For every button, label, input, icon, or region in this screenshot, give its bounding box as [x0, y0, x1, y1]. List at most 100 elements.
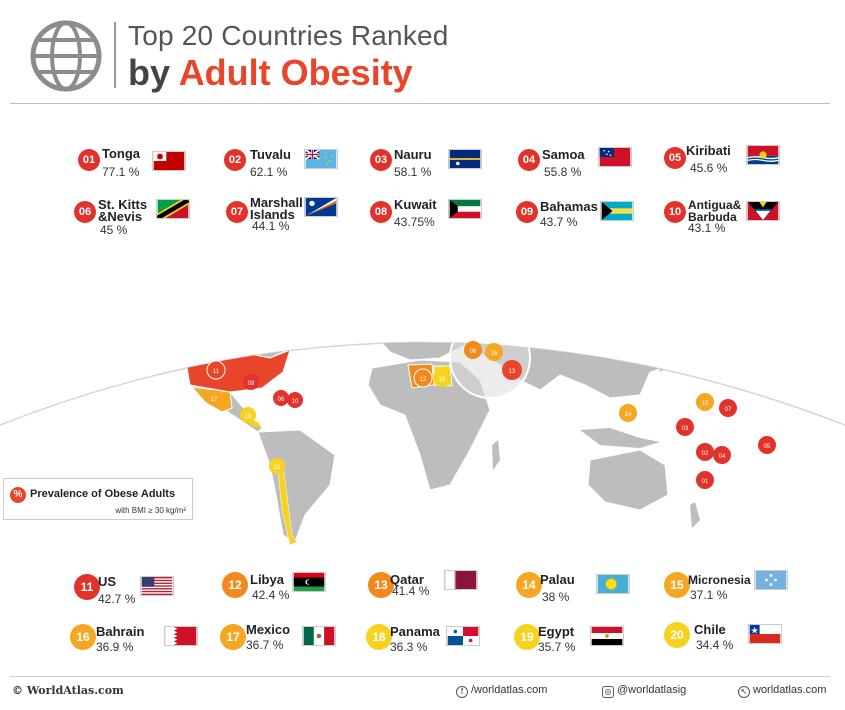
- st-kitts-nevis-flag-icon: [156, 199, 190, 219]
- rank-entry-bahamas: 09 Bahamas 43.7 %: [516, 195, 636, 235]
- rank-badge: 16: [70, 624, 96, 650]
- title-divider: [114, 22, 116, 88]
- pin-03: 03: [676, 418, 694, 436]
- rank-entry-kiribati: 05 Kiribati 45.6 %: [664, 141, 789, 181]
- pin-07: 07: [719, 399, 737, 417]
- rank-entry-qatar: 13 Qatar 41.4 %: [368, 568, 488, 608]
- chile-flag-icon: [748, 624, 782, 644]
- country-name-line1: Marshall: [250, 195, 303, 210]
- australia-shape: [587, 449, 669, 511]
- cursor-icon: ↖: [738, 686, 750, 698]
- legend-title: Prevalence of Obese Adults: [30, 488, 176, 500]
- world-map: 01 02 03 04 05 06 07 08 09 10 11 12 13 1…: [0, 295, 845, 546]
- country-name: Egypt: [538, 624, 575, 639]
- pin-16: 16: [485, 343, 503, 361]
- rank-entry-panama: 18 Panama 36.3 %: [366, 620, 491, 660]
- tuvalu-flag-icon: [304, 149, 338, 169]
- rank-badge: 17: [220, 624, 246, 650]
- country-name: Tuvalu: [250, 147, 291, 162]
- pin-14: 14: [619, 404, 637, 422]
- pin-01: 01: [696, 471, 714, 489]
- pin-19: 19: [433, 369, 451, 387]
- country-name: Chile: [694, 622, 726, 637]
- title-prefix: by: [128, 52, 171, 93]
- pin-09: 09: [243, 374, 259, 390]
- rank-badge: 18: [366, 624, 392, 650]
- country-name: Antigua& Barbuda: [688, 199, 741, 223]
- pin-label: 13: [509, 369, 516, 375]
- country-name: Qatar: [390, 572, 424, 587]
- country-name-line1: St. Kitts: [98, 197, 148, 212]
- south-america-shape: [257, 429, 336, 543]
- pin-label: 06: [278, 397, 285, 403]
- us-shape-highlight: [184, 349, 291, 393]
- rank-badge: 08: [370, 201, 392, 223]
- footer-website-link[interactable]: ↖ worldatlas.com: [738, 684, 826, 698]
- page-title-line2: by Adult Obesity: [128, 52, 413, 94]
- pin-04: 04: [713, 446, 731, 464]
- rank-badge: 05: [664, 147, 686, 169]
- pin-17: 17: [206, 390, 222, 406]
- rank-badge: 12: [222, 572, 248, 598]
- country-value: 55.8 %: [544, 165, 582, 179]
- mexico-flag-icon: [302, 626, 336, 646]
- pin-06: 06: [273, 390, 289, 406]
- country-value: 43.1 %: [688, 221, 726, 235]
- rank-entry-us: 11 US 42.7 %: [74, 570, 194, 610]
- page-title-line1: Top 20 Countries Ranked: [128, 20, 449, 51]
- rank-entry-kuwait: 08 Kuwait 43.75%: [370, 195, 490, 235]
- country-name-line2: Islands: [250, 207, 295, 222]
- rank-entry-egypt: 19 Egypt 35.7 %: [514, 620, 639, 660]
- country-name: Palau: [540, 572, 575, 587]
- rank-badge: 15: [664, 572, 690, 598]
- country-value: 36.7 %: [246, 638, 284, 652]
- pin-label: 10: [292, 399, 299, 405]
- country-name: Kiribati: [686, 143, 731, 158]
- pin-label: 09: [248, 381, 255, 387]
- nauru-flag-icon: [448, 149, 482, 169]
- footer-instagram-link[interactable]: ◎ @worldatlasig: [602, 684, 686, 698]
- samoa-flag-icon: [598, 147, 632, 167]
- header-rule: [10, 103, 830, 104]
- pin-20: 20: [269, 458, 285, 474]
- canada-shape: [149, 342, 301, 359]
- facebook-icon: f: [456, 686, 468, 698]
- title-accent: Adult Obesity: [178, 52, 413, 93]
- footer-facebook-link[interactable]: f/worldatlas.com: [456, 684, 547, 698]
- country-value: 43.75%: [394, 215, 435, 229]
- chile-shape-highlight: [277, 469, 298, 546]
- pin-13: 13: [502, 360, 522, 380]
- pin-label: 19: [439, 377, 446, 383]
- country-value: 42.4 %: [252, 588, 290, 602]
- pin-label: 14: [625, 412, 632, 418]
- globe-icon: [30, 20, 102, 92]
- pin-10: 10: [287, 392, 303, 408]
- rank-entry-micronesia: 15 Micronesia 37.1 %: [664, 568, 789, 608]
- rank-entry-tuvalu: 02 Tuvalu 62.1 %: [224, 143, 344, 183]
- rank-entry-st-kitts-nevis: 06 St. Kitts &Nevis 45 %: [74, 195, 194, 237]
- country-name: Samoa: [542, 147, 585, 162]
- indonesia-shape: [580, 428, 660, 448]
- pin-02: 02: [696, 443, 714, 461]
- country-value: 36.3 %: [390, 640, 428, 654]
- rank-entry-antigua-barbuda: 10 Antigua& Barbuda 43.1 %: [664, 195, 789, 235]
- pin-label: 01: [702, 479, 709, 485]
- country-name: Kuwait: [394, 197, 437, 212]
- rank-badge: 04: [518, 149, 540, 171]
- pin-label: 17: [211, 397, 218, 403]
- bahamas-flag-icon: [600, 201, 634, 221]
- country-value: 45 %: [100, 223, 128, 237]
- country-name: Panama: [390, 624, 440, 639]
- footer-rule: [10, 676, 830, 677]
- rank-badge: 06: [74, 201, 96, 223]
- country-name: St. Kitts &Nevis: [98, 197, 148, 223]
- country-value: 38 %: [542, 590, 570, 604]
- libya-flag-icon: [292, 572, 326, 592]
- kiribati-flag-icon: [746, 145, 780, 165]
- country-name: Micronesia: [688, 573, 751, 587]
- rank-entry-palau: 14 Palau 38 %: [516, 568, 636, 608]
- greenland-shape: [290, 295, 355, 338]
- pin-label: 20: [274, 465, 281, 471]
- country-name: Libya: [250, 572, 284, 587]
- country-name-line1: Antigua&: [688, 198, 742, 212]
